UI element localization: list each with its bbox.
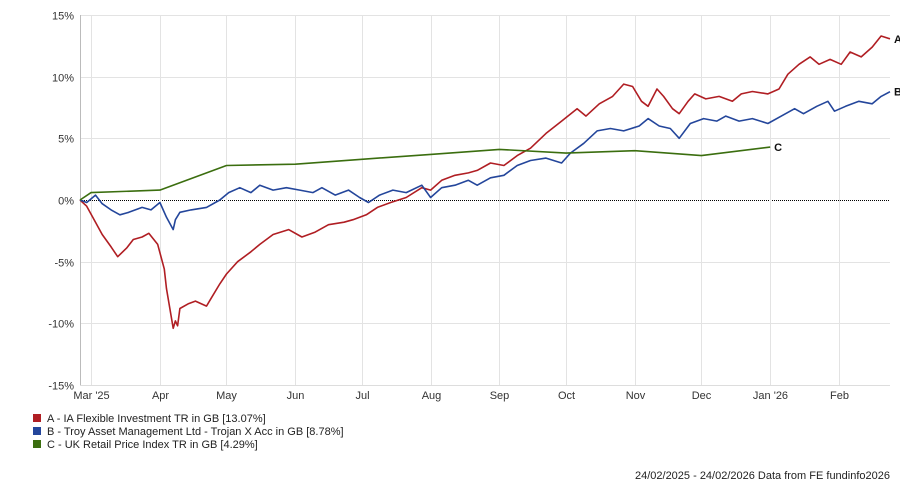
grid-lines: [80, 15, 890, 386]
x-tick-label: Apr: [152, 390, 169, 402]
series-lines: A B C: [79, 34, 900, 330]
legend-entry-b: B - Troy Asset Management Ltd - Trojan X…: [47, 426, 344, 438]
y-tick-label: 15%: [52, 11, 74, 23]
x-tick-label: Dec: [692, 390, 712, 402]
series-line-b: [79, 90, 891, 231]
x-tick-label: Sep: [490, 390, 510, 402]
series-line-a: [79, 35, 891, 330]
y-tick-label: 0%: [58, 196, 74, 208]
y-tick-label: 10%: [52, 73, 74, 85]
series-line-c: [79, 146, 771, 201]
x-tick-label: Nov: [626, 390, 646, 402]
x-tick-label: Aug: [422, 390, 442, 402]
legend-swatch: [33, 427, 41, 435]
x-tick-label: Jul: [355, 390, 369, 402]
y-tick-label: 5%: [58, 134, 74, 146]
y-tick-label: -10%: [48, 319, 74, 331]
legend-entry-c: C - UK Retail Price Index TR in GB [4.29…: [47, 439, 258, 451]
x-tick-label: May: [216, 390, 237, 402]
date-range-footer: 24/02/2025 - 24/02/2026 Data from FE fun…: [635, 470, 890, 482]
x-tick-label: Jan '26: [753, 390, 788, 402]
legend: A - IA Flexible Investment TR in GB [13.…: [33, 413, 344, 451]
x-tick-label: Feb: [830, 390, 849, 402]
series-end-label-c: C: [774, 142, 782, 154]
series-end-label-a: A: [894, 34, 900, 46]
y-tick-label: -15%: [48, 381, 74, 393]
axes: 15% 10% 5% 0% -5% -10% -15%Mar '25 Apr May Jun Jul…: [48, 11, 890, 402]
series-end-label-b: B: [894, 87, 900, 99]
legend-swatch: [33, 414, 41, 422]
x-tick-label: Oct: [558, 390, 575, 402]
legend-swatch: [33, 440, 41, 448]
legend-entry-a: A - IA Flexible Investment TR in GB [13.…: [47, 413, 266, 425]
x-tick-label: Mar '25: [73, 390, 109, 402]
x-tick-label: Jun: [287, 390, 305, 402]
y-tick-label: -5%: [54, 258, 74, 270]
